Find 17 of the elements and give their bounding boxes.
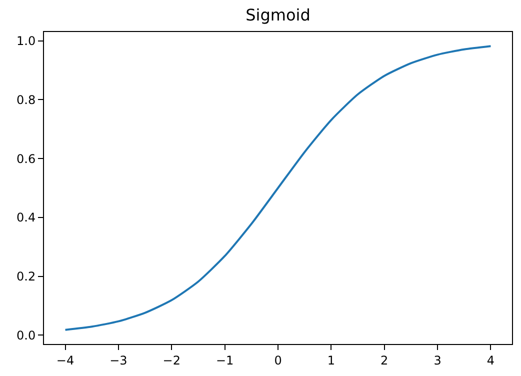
y-tick-label: 0.0: [16, 328, 36, 342]
y-tick-label: 0.6: [16, 152, 36, 166]
x-tick-label: −2: [162, 353, 180, 368]
x-tick-label: 1: [327, 353, 335, 368]
x-tick-label: −1: [216, 353, 234, 368]
y-tick-label: 0.2: [16, 270, 36, 284]
line-series: [64, 45, 492, 331]
chart-title: Sigmoid: [246, 6, 310, 25]
x-tick-label: 2: [380, 353, 388, 368]
x-tick-label: −4: [56, 353, 74, 368]
y-tick-label: 0.4: [16, 210, 36, 225]
y-tick-label: 0.8: [16, 92, 36, 107]
x-tick-label: 3: [434, 353, 442, 368]
x-tick-label: 4: [486, 353, 495, 368]
x-tick-label: −3: [110, 353, 128, 368]
x-tick-label: 0: [274, 353, 282, 368]
y-tick-label: 1.0: [16, 34, 36, 48]
